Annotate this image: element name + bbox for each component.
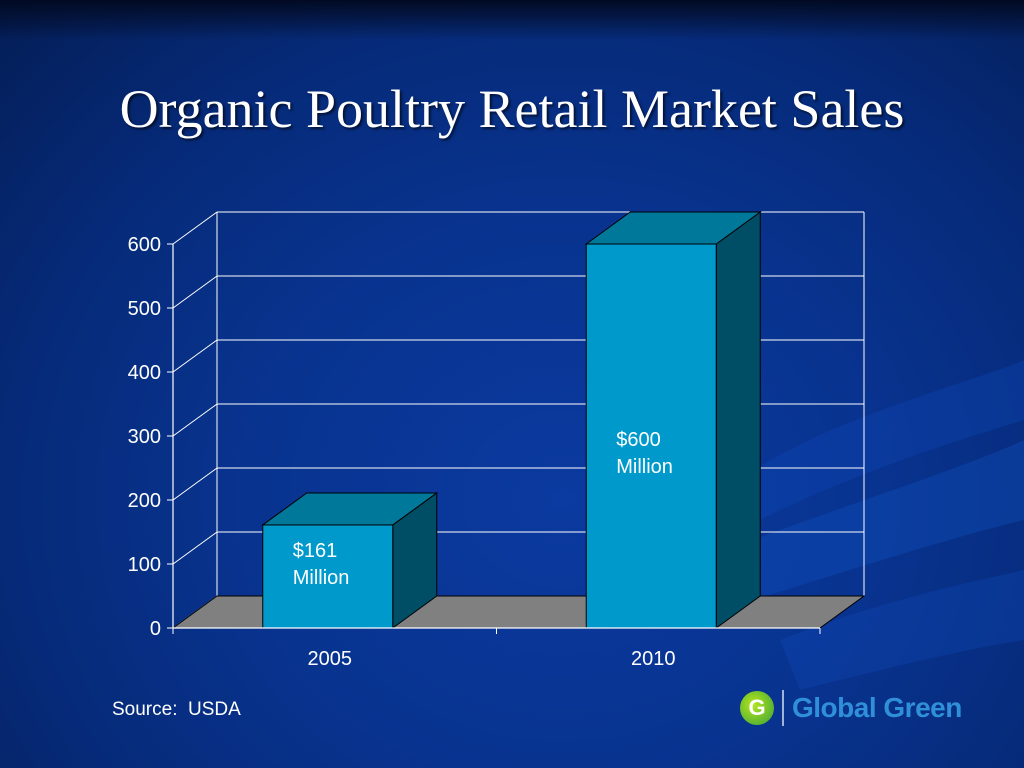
bar-front xyxy=(585,243,717,629)
y-tick-label: 100 xyxy=(128,554,161,576)
bar-front xyxy=(262,524,394,629)
gridline-side xyxy=(172,403,218,437)
data-label: $161 xyxy=(293,540,338,562)
gridline-side xyxy=(172,211,218,245)
logo-g-icon: G xyxy=(740,691,774,725)
y-tick-label: 200 xyxy=(128,490,161,512)
y-tick-label: 300 xyxy=(128,426,161,448)
global-green-logo: G Global Green xyxy=(740,688,962,728)
logo-text: Global Green xyxy=(792,692,962,723)
gridline-side xyxy=(172,467,218,501)
y-tick-label: 500 xyxy=(128,298,161,320)
top-gradient-band xyxy=(0,0,1024,40)
x-tick-label: 2010 xyxy=(631,648,676,670)
gridline-side xyxy=(172,339,218,373)
data-label: Million xyxy=(616,456,673,478)
logo-divider xyxy=(782,690,784,726)
bar-2010 xyxy=(584,211,762,629)
gridline-side xyxy=(172,275,218,309)
bar-2005 xyxy=(261,491,439,629)
bar-side xyxy=(715,211,761,629)
y-tick-label: 400 xyxy=(128,362,161,384)
data-label: Million xyxy=(293,567,350,589)
slide-title: Organic Poultry Retail Market Sales xyxy=(119,79,905,139)
source-note: Source: USDA xyxy=(112,699,241,720)
y-tick-label: 600 xyxy=(128,234,161,256)
y-tick-label: 0 xyxy=(150,618,161,640)
x-tick-label: 2005 xyxy=(308,648,353,670)
gridline-side xyxy=(172,531,218,565)
data-label: $600 xyxy=(616,429,661,451)
